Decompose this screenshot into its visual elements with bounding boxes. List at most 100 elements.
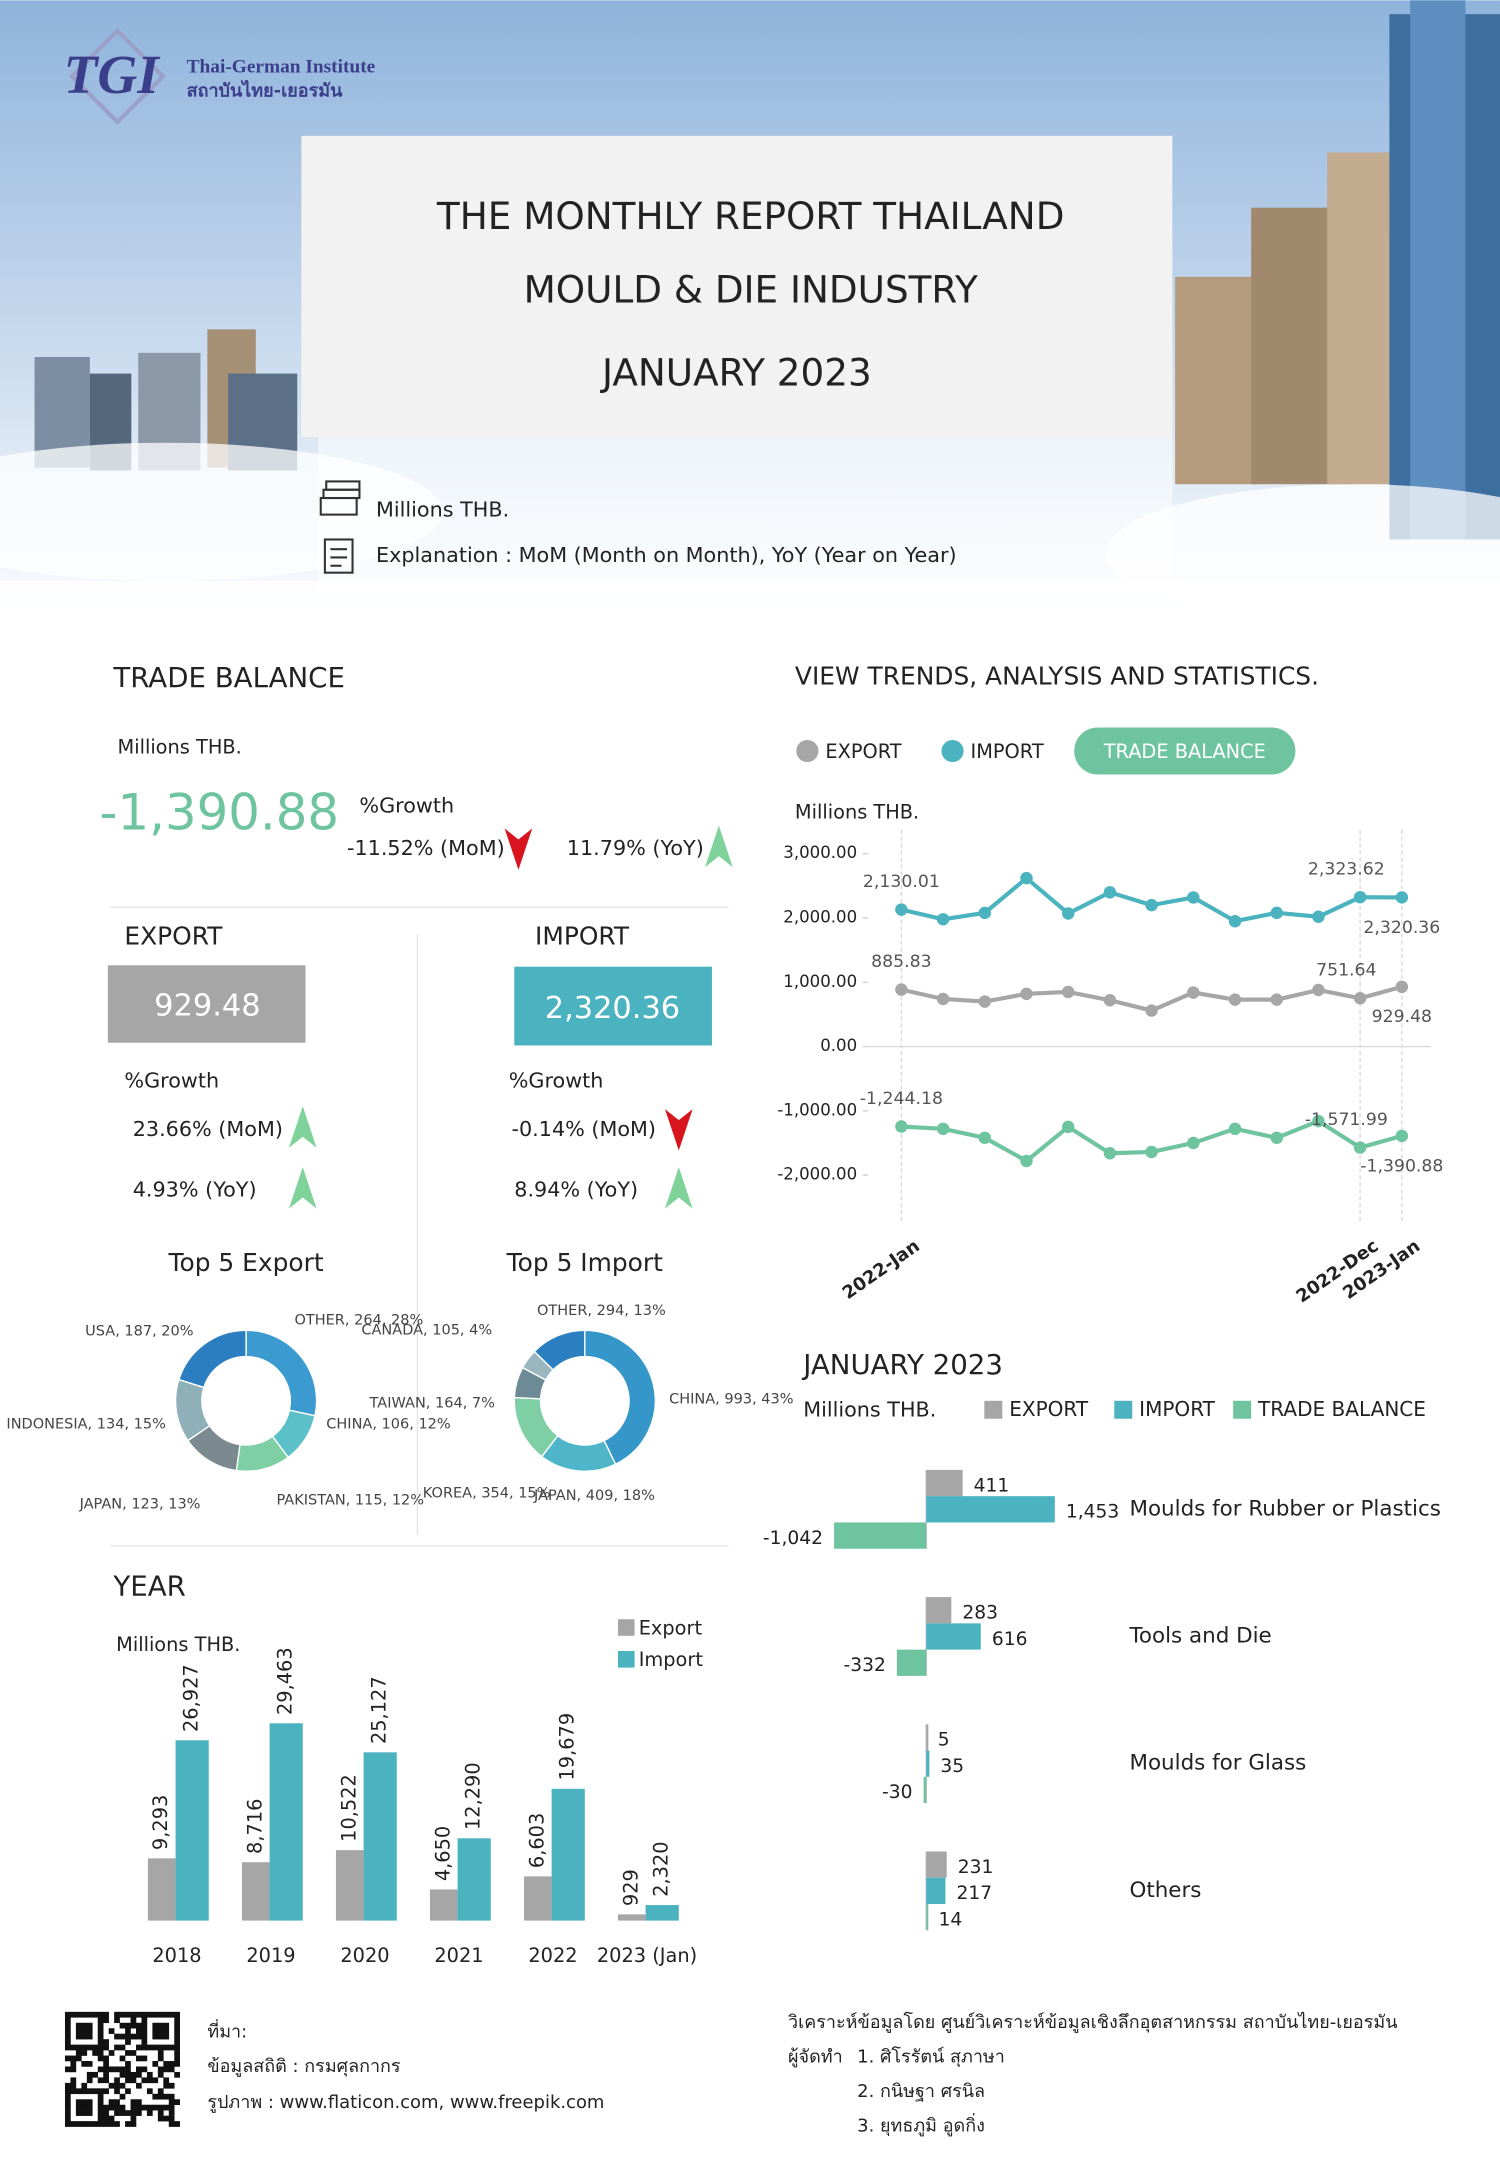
data-label: 2,130.01 bbox=[863, 872, 940, 892]
bar bbox=[523, 1876, 552, 1921]
qr-module bbox=[174, 2044, 180, 2051]
qr-module bbox=[125, 2061, 131, 2067]
x-tick-label: 2022 bbox=[528, 1944, 577, 1967]
qr-module bbox=[103, 2011, 109, 2018]
point bbox=[936, 992, 950, 1006]
growth-mom: -0.14% (MoM) bbox=[512, 1117, 656, 1141]
legend-marker bbox=[796, 739, 819, 763]
qr-module bbox=[136, 2011, 142, 2018]
qr-module bbox=[168, 2099, 175, 2106]
qr-module bbox=[64, 2066, 71, 2073]
qr-module bbox=[114, 2044, 120, 2051]
y-tick-label: -1,000.00 bbox=[777, 1100, 857, 1119]
point bbox=[1061, 985, 1075, 999]
axis-label: Millions THB. bbox=[795, 801, 919, 824]
qr-module bbox=[119, 2011, 126, 2018]
qr-module bbox=[86, 2104, 93, 2111]
data-label: 19,679 bbox=[556, 1713, 579, 1781]
import-box bbox=[514, 966, 712, 1046]
city-right bbox=[1175, 0, 1500, 540]
point bbox=[1145, 898, 1158, 912]
growth-label: %Growth bbox=[509, 1068, 604, 1092]
growth-label: %Growth bbox=[359, 793, 454, 817]
qr-module bbox=[163, 2066, 170, 2073]
qr-module bbox=[174, 2022, 180, 2029]
explanation: Explanation : MoM (Month on Month), YoY … bbox=[376, 543, 957, 567]
qr-module bbox=[86, 2071, 93, 2078]
bar bbox=[645, 1905, 679, 1921]
qr-module bbox=[108, 2115, 115, 2122]
qr-module bbox=[86, 2110, 93, 2116]
qr-module bbox=[81, 2022, 88, 2029]
qr-module bbox=[163, 2115, 170, 2122]
qr-module bbox=[97, 2055, 104, 2062]
qr-module bbox=[81, 2033, 88, 2040]
qr-module bbox=[125, 2050, 131, 2056]
data-label: 411 bbox=[974, 1475, 1010, 1496]
legend-label: EXPORT bbox=[1009, 1397, 1089, 1421]
data-label: 12,290 bbox=[462, 1762, 485, 1830]
qr-module bbox=[75, 2110, 82, 2116]
chart-title: Top 5 Export bbox=[168, 1248, 324, 1277]
author: 3. ยุทธภูมิ อูดกิ่ง bbox=[857, 2113, 985, 2137]
qr-module bbox=[97, 2115, 104, 2122]
qr-module bbox=[64, 2044, 71, 2051]
qr-module bbox=[141, 2044, 148, 2051]
qr-module bbox=[174, 2028, 180, 2034]
bar bbox=[834, 1522, 927, 1549]
qr-module bbox=[70, 2061, 77, 2067]
qr-module bbox=[152, 2044, 159, 2051]
qr-module bbox=[152, 2022, 159, 2029]
qr-module bbox=[81, 2028, 88, 2034]
data-label: -1,042 bbox=[763, 1528, 823, 1549]
bar bbox=[926, 1469, 963, 1497]
donut-slice bbox=[177, 1329, 247, 1389]
qr-module bbox=[157, 2104, 164, 2111]
qr-module bbox=[97, 2033, 104, 2040]
qr-module bbox=[163, 2082, 170, 2089]
point bbox=[1270, 1131, 1283, 1145]
qr-module bbox=[97, 2028, 104, 2034]
qr-module bbox=[125, 2071, 131, 2078]
point bbox=[1061, 907, 1075, 920]
export-box bbox=[107, 965, 306, 1043]
qr-module bbox=[103, 2061, 109, 2067]
qr-module bbox=[157, 2071, 164, 2078]
data-label: 929 bbox=[619, 1869, 642, 1906]
legend-label: EXPORT bbox=[825, 740, 901, 763]
bar bbox=[926, 1496, 1055, 1523]
axis-label: Millions THB. bbox=[803, 1397, 936, 1421]
category-label: Moulds for Glass bbox=[1129, 1751, 1306, 1776]
author: 2. กนิษฐา ศรนิล bbox=[857, 2081, 985, 2102]
qr-module bbox=[130, 2121, 137, 2127]
point bbox=[1312, 983, 1325, 997]
qr-module bbox=[70, 2077, 77, 2084]
point bbox=[1395, 891, 1409, 904]
qr-module bbox=[136, 2022, 142, 2029]
arrow-down bbox=[504, 828, 533, 870]
point bbox=[895, 903, 908, 916]
qr-module bbox=[64, 2055, 71, 2062]
data-label: 885.83 bbox=[871, 952, 931, 972]
legend-swatch bbox=[617, 1651, 635, 1668]
export-value: 929.48 bbox=[154, 988, 260, 1023]
qr-module bbox=[64, 2093, 71, 2100]
slice-label: KOREA, 354, 15% bbox=[423, 1485, 551, 1501]
qr-module bbox=[174, 2050, 180, 2056]
data-label: -332 bbox=[843, 1655, 885, 1676]
qr-module bbox=[70, 2044, 77, 2051]
qr-module bbox=[103, 2115, 109, 2122]
qr-module bbox=[141, 2066, 148, 2073]
qr-module bbox=[108, 2050, 115, 2056]
bar bbox=[926, 1750, 930, 1777]
qr-module bbox=[119, 2110, 126, 2116]
bar bbox=[363, 1752, 397, 1921]
qr-module bbox=[119, 2055, 126, 2062]
legend-pill bbox=[1074, 727, 1296, 775]
point bbox=[1103, 886, 1117, 899]
qr-module bbox=[86, 2033, 93, 2040]
qr-module bbox=[97, 2093, 104, 2100]
qr-module bbox=[163, 2028, 170, 2034]
qr-module bbox=[114, 2077, 120, 2084]
qr-module bbox=[130, 2050, 137, 2056]
